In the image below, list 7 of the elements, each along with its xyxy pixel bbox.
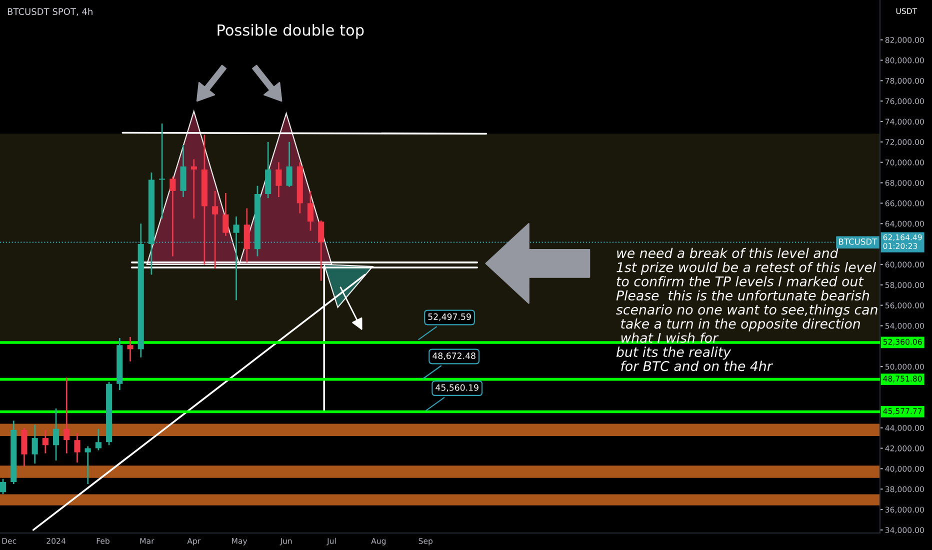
annotation: 45,560.19 xyxy=(436,384,478,392)
annotation: 48,672.48 xyxy=(432,352,476,360)
annotation: Possible double top xyxy=(218,24,364,39)
annotation: 52,497.59 xyxy=(428,313,471,321)
text: we need a break of this level and 1st prize would be a retest of this level to confirm the TP levels I marked out Please this is the unfortunate bearish scenario no one want to see,things can take a turn in the opposite direction what I wish for but its the reality for BTC and on the 4hr xyxy=(616,248,878,372)
text: BTCUSDT SPOT, 4h xyxy=(8,8,92,16)
annotation: BTCUSDT xyxy=(839,238,878,245)
